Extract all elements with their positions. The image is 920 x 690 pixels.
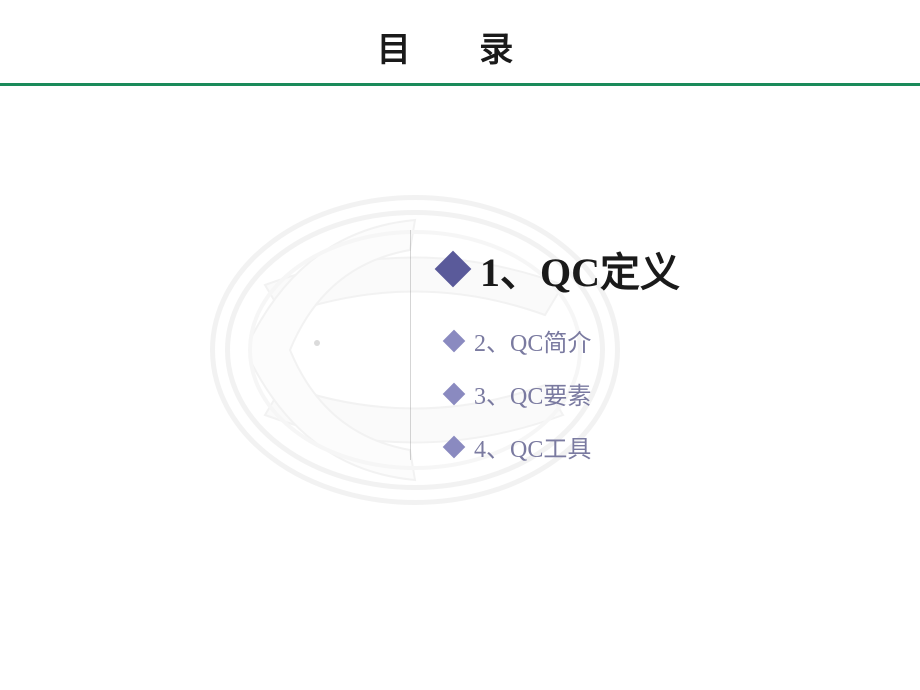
page-title: 目 录 xyxy=(0,0,920,83)
diamond-icon xyxy=(435,251,472,288)
diamond-icon xyxy=(443,435,466,458)
toc-sub-item: 3、QC要素 xyxy=(446,376,680,411)
diamond-icon xyxy=(443,329,466,352)
toc-sub-item: 4、QC工具 xyxy=(446,429,680,464)
toc-main-item: 1、QC定义 xyxy=(440,240,680,298)
toc-main-label: 1、QC定义 xyxy=(480,240,680,298)
diamond-icon xyxy=(443,382,466,405)
toc-sub-item: 2、QC简介 xyxy=(446,323,680,358)
toc-sub-label: 4、QC工具 xyxy=(474,429,591,464)
header-divider xyxy=(0,83,920,86)
toc-sub-label: 2、QC简介 xyxy=(474,323,591,358)
toc-sub-label: 3、QC要素 xyxy=(474,376,591,411)
content-divider xyxy=(410,230,411,460)
dot xyxy=(314,340,320,346)
toc-content: 1、QC定义 2、QC简介 3、QC要素 4、QC工具 xyxy=(440,240,680,482)
